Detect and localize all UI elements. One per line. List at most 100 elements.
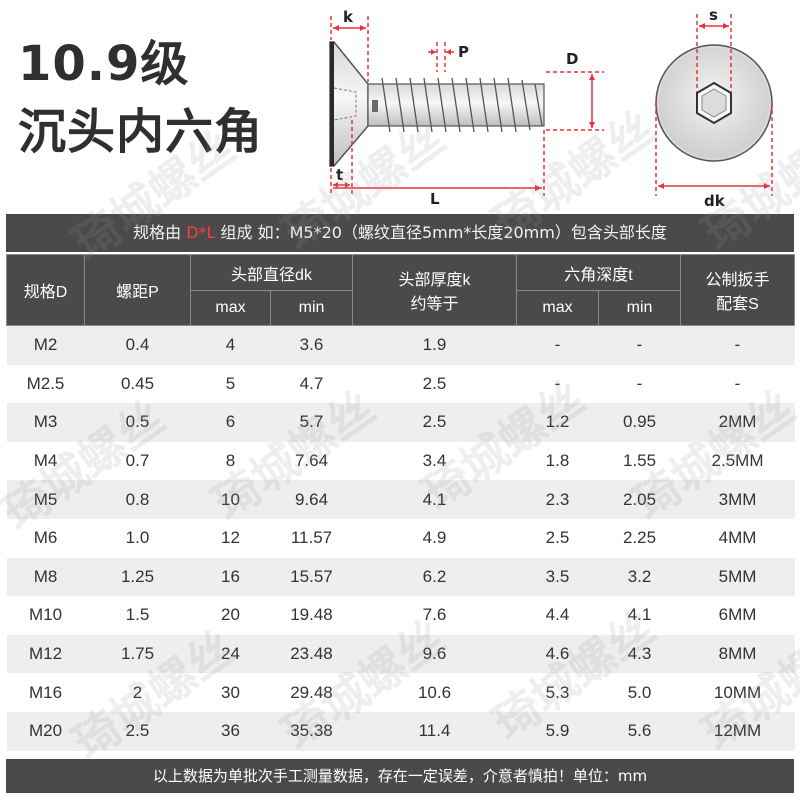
cell-d: M2 <box>6 325 85 365</box>
table-row: M12 1.75 24 23.48 9.6 4.6 4.3 8MM <box>6 634 795 674</box>
spec-format-banner: 规格由 D*L 组成 如：M5*20（螺纹直径5mm*长度20mm）包含头部长度 <box>6 214 794 252</box>
cell-dk-min: 7.64 <box>270 441 353 481</box>
wrench-line1: 公制扳手 <box>705 272 770 289</box>
spec-table: 规格D 螺距P 头部直径dk 头部厚度k 约等于 六角深度t 公制扳手 配套S ma… <box>6 254 796 751</box>
cell-k: 2.5 <box>352 364 517 404</box>
cell-t-min: - <box>598 325 681 365</box>
screw-side-view <box>329 41 545 167</box>
label-s: s <box>709 6 718 24</box>
cell-t-min: 3.2 <box>598 557 681 597</box>
cell-s: - <box>680 364 795 404</box>
cell-d: M8 <box>6 557 85 597</box>
dimension-dk <box>655 103 773 196</box>
cell-p: 0.45 <box>84 364 191 404</box>
cell-t-max: 1.2 <box>516 403 599 442</box>
cell-t-max: 2.5 <box>516 518 599 558</box>
cell-dk-max: 6 <box>190 403 271 442</box>
cell-s: - <box>680 325 795 365</box>
page-title-grade: 10.9级 <box>18 36 190 92</box>
cell-t-min: 1.55 <box>598 441 681 481</box>
cell-dk-min: 5.7 <box>270 403 353 442</box>
cell-t-max: 3.5 <box>516 557 599 597</box>
cell-p: 2.5 <box>84 711 191 751</box>
label-p: P <box>458 43 469 61</box>
screw-dimension-diagram: k P D t L <box>329 6 773 210</box>
head-thickness-line2: 约等于 <box>410 296 459 313</box>
cell-k: 10.6 <box>352 673 517 712</box>
cell-p: 2 <box>84 673 191 712</box>
cell-t-max: 5.9 <box>516 711 599 751</box>
col-header-hex-depth: 六角深度t <box>515 254 682 291</box>
cell-s: 10MM <box>680 673 795 712</box>
cell-d: M12 <box>6 634 85 674</box>
cell-t-min: 4.3 <box>598 634 681 674</box>
dimension-t <box>330 120 353 196</box>
wrench-line2: 配套S <box>716 296 759 313</box>
table-row: M2 0.4 4 3.6 1.9- - - <box>6 325 795 365</box>
cell-k: 4.9 <box>352 518 517 558</box>
cell-d: M20 <box>6 711 85 751</box>
cell-dk-min: 19.48 <box>270 596 353 635</box>
col-header-spec-d: 规格D <box>6 254 85 326</box>
col-header-dk-min: min <box>270 290 353 326</box>
cell-t-min: 5.6 <box>598 711 681 751</box>
cell-k: 7.6 <box>352 596 517 635</box>
label-d: D <box>566 50 578 68</box>
cell-d: M3 <box>6 403 85 442</box>
dimension-k <box>330 16 369 82</box>
cell-s: 3MM <box>680 480 795 519</box>
cell-k: 9.6 <box>352 634 517 674</box>
table-row: M8 1.25 16 15.57 6.2 3.5 3.2 5MM <box>6 557 795 597</box>
cell-dk-min: 15.57 <box>270 557 353 597</box>
cell-dk-max: 12 <box>190 518 271 558</box>
cell-k: 6.2 <box>352 557 517 597</box>
cell-d: M6 <box>6 518 85 558</box>
cell-k: 3.4 <box>352 441 517 481</box>
col-header-t-max: max <box>516 290 599 326</box>
banner-prefix: 规格由 <box>133 223 187 242</box>
table-row: M3 0.5 6 5.7 2.5 1.2 0.95 2MM <box>6 403 795 442</box>
cell-t-max: - <box>516 325 599 365</box>
cell-d: M5 <box>6 480 85 519</box>
label-k: k <box>343 8 354 26</box>
banner-suffix: 组成 如：M5*20（螺纹直径5mm*长度20mm）包含头部长度 <box>215 223 667 242</box>
cell-t-min: 4.1 <box>598 596 681 635</box>
table-row: M10 1.5 20 19.48 7.6 4.4 4.1 6MM <box>6 596 795 635</box>
cell-t-max: 1.8 <box>516 441 599 481</box>
col-header-dk-max: max <box>190 290 271 326</box>
dimension-p <box>428 42 454 72</box>
cell-d: M2.5 <box>6 364 85 404</box>
cell-t-max: - <box>516 364 599 404</box>
table-row: M6 1.0 12 11.57 4.9 2.5 2.25 4MM <box>6 518 795 558</box>
cell-p: 0.7 <box>84 441 191 481</box>
col-header-pitch: 螺距P <box>84 254 191 326</box>
table-row: M5 0.8 10 9.64 4.1 2.3 2.05 3MM <box>6 480 795 519</box>
spec-table-body: M2 0.4 4 3.6 1.9- - - M2.5 0.45 5 4.7 2.5- - - M3 0.5 6 5… <box>6 325 795 751</box>
cell-t-max: 4.4 <box>516 596 599 635</box>
cell-k: 2.5 <box>352 403 517 442</box>
cell-dk-min: 29.48 <box>270 673 353 712</box>
cell-s: 2MM <box>680 403 795 442</box>
cell-d: M16 <box>6 673 85 712</box>
cell-p: 0.5 <box>84 403 191 442</box>
col-header-wrench: 公制扳手配套S <box>680 254 796 326</box>
cell-dk-min: 4.7 <box>270 364 353 404</box>
cell-dk-min: 3.6 <box>270 325 353 365</box>
cell-s: 4MM <box>680 518 795 558</box>
table-row: M2.5 0.45 5 4.7 2.5- - - <box>6 364 795 404</box>
cell-dk-max: 4 <box>190 325 271 365</box>
dimension-d <box>546 71 604 131</box>
cell-s: 6MM <box>680 596 795 635</box>
label-l: L <box>430 190 440 208</box>
col-header-t-min: min <box>597 290 682 326</box>
table-row: M16 2 30 29.48 10.6 5.3 5.0 10MM <box>6 673 795 712</box>
cell-t-max: 4.6 <box>516 634 599 674</box>
cell-k: 1.9 <box>352 325 517 365</box>
cell-dk-max: 10 <box>190 480 271 519</box>
page-title-type: 沉头内六角 <box>18 104 264 160</box>
cell-t-max: 2.3 <box>516 480 599 519</box>
cell-dk-max: 20 <box>190 596 271 635</box>
cell-p: 0.8 <box>84 480 191 519</box>
col-header-head-diameter: 头部直径dk <box>190 254 353 291</box>
cell-t-min: 2.05 <box>598 480 681 519</box>
